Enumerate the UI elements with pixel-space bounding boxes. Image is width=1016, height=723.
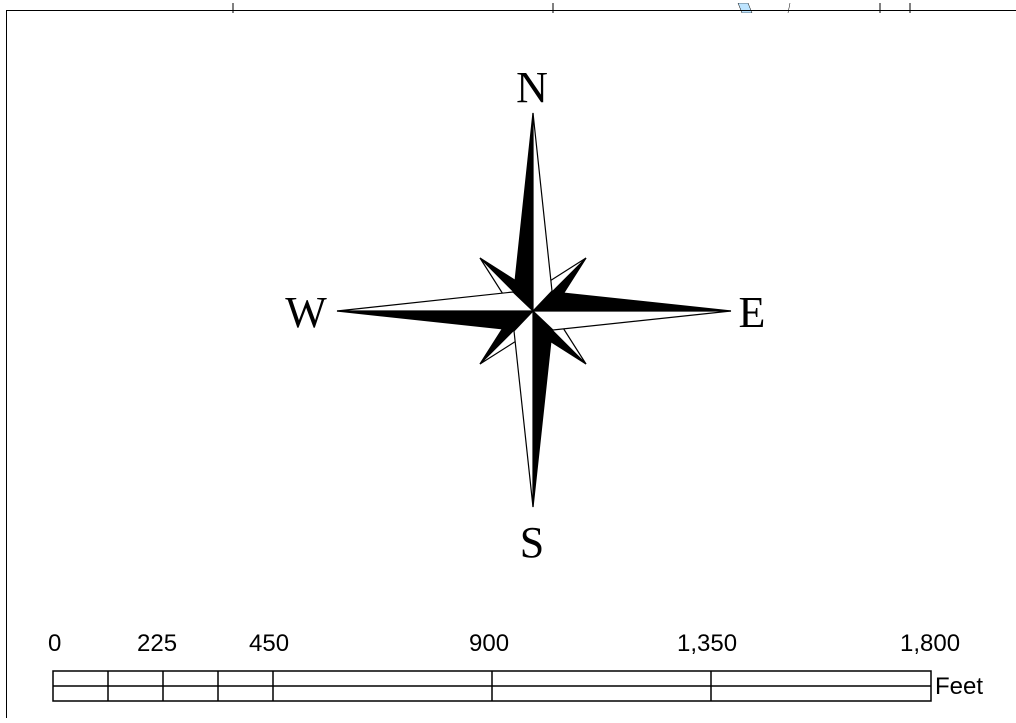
compass-west-label: W [285,288,327,337]
compass-south-label: S [520,518,544,567]
scale-label-450: 450 [249,630,290,657]
map-frame [6,10,1016,718]
scale-unit-label: Feet [935,673,984,700]
scale-label-1800: 1,800 [900,630,961,657]
scale-label-1350: 1,350 [677,630,738,657]
scale-label-225: 225 [137,630,178,657]
scale-label-900: 900 [469,630,510,657]
compass-east-label: E [739,288,766,337]
scale-label-0: 0 [48,630,62,657]
compass-north-label: N [516,63,548,112]
